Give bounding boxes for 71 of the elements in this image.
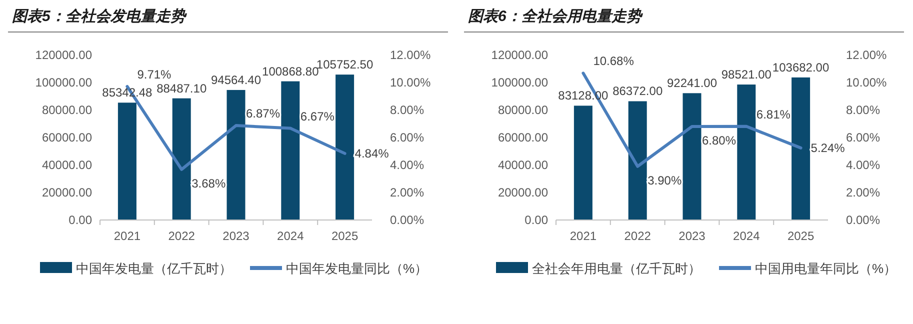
x-tick-label: 2022 [168,229,196,243]
y-tick-label: 20000.00 [42,186,92,200]
y2-tick-label: 2.00% [390,186,424,200]
bar [281,81,300,220]
y2-tick-label: 0.00% [390,213,424,227]
bar [792,77,810,220]
bar [226,90,246,220]
data-label: 9.71% [137,67,172,82]
y-tick-label: 60000.00 [42,130,92,144]
x-tick-label: 2021 [570,229,597,243]
y-tick-label: 60000.00 [498,130,548,144]
y-tick-label: 0.00 [68,213,92,227]
x-tick-label: 2024 [277,229,304,243]
data-label: 103682.00 [772,60,830,74]
y2-tick-label: 0.00% [846,213,880,227]
y-tick-label: 40000.00 [498,158,548,172]
chart-title: 图表5：全社会发电量走势 [12,8,188,25]
x-tick-label: 2025 [787,229,814,243]
data-label: 6.81% [756,107,791,122]
y2-tick-label: 4.00% [390,158,424,172]
data-label: 94564.40 [210,72,262,87]
x-tick-label: 2021 [114,229,141,243]
y2-tick-label: 6.00% [846,130,880,144]
y-tick-label: 120000.00 [35,48,92,62]
data-label: 6.67% [300,109,335,124]
data-label: 98521.00 [721,68,772,82]
bar [118,102,136,220]
x-tick-label: 2024 [733,229,760,243]
y-tick-label: 80000.00 [498,103,548,117]
y2-tick-label: 2.00% [846,186,880,200]
legend-label: 中国年发电量（亿千瓦时） [76,261,232,276]
y-tick-label: 40000.00 [42,158,92,172]
y2-tick-label: 6.00% [390,130,424,144]
data-label: 100868.80 [262,64,320,78]
data-label: 4.84% [354,146,390,160]
y-tick-label: 100000.00 [35,76,92,90]
y2-tick-label: 8.00% [390,103,424,117]
data-label: 88487.10 [156,81,207,96]
bar [172,98,191,220]
y2-tick-label: 4.00% [846,158,880,172]
legend-label: 全社会年用电量（亿千瓦时） [532,261,701,276]
x-tick-label: 2023 [678,229,706,243]
bar [737,84,756,220]
y2-tick-label: 10.00% [846,76,888,90]
data-label: 92241.00 [666,76,718,90]
y-tick-label: 120000.00 [491,48,548,62]
bar [574,106,592,220]
data-label: 10.68% [593,54,634,68]
y2-tick-label: 8.00% [846,103,880,117]
y2-tick-label: 12.00% [846,48,888,62]
legend-label: 中国用电量年同比（%） [755,261,897,276]
data-label: 3.68% [192,176,226,190]
data-label: 5.24% [810,140,846,155]
y-tick-label: 20000.00 [498,186,548,200]
data-label: 3.90% [648,173,682,188]
y2-tick-label: 10.00% [390,76,432,90]
data-label: 86372.00 [612,84,663,98]
chart-title: 图表6：全社会用电量走势 [468,8,644,25]
y-tick-label: 0.00 [524,213,548,227]
data-label: 6.80% [702,134,736,148]
bar [628,101,647,220]
x-tick-label: 2022 [624,229,652,243]
legend-label: 中国年发电量同比（%） [286,261,428,276]
y-tick-label: 80000.00 [42,103,92,117]
x-tick-label: 2023 [222,229,250,243]
bar [682,93,702,220]
y2-tick-label: 12.00% [390,48,432,62]
y-tick-label: 100000.00 [491,76,548,90]
x-tick-label: 2025 [331,229,358,243]
bar [336,74,354,220]
data-label: 6.87% [246,106,280,121]
